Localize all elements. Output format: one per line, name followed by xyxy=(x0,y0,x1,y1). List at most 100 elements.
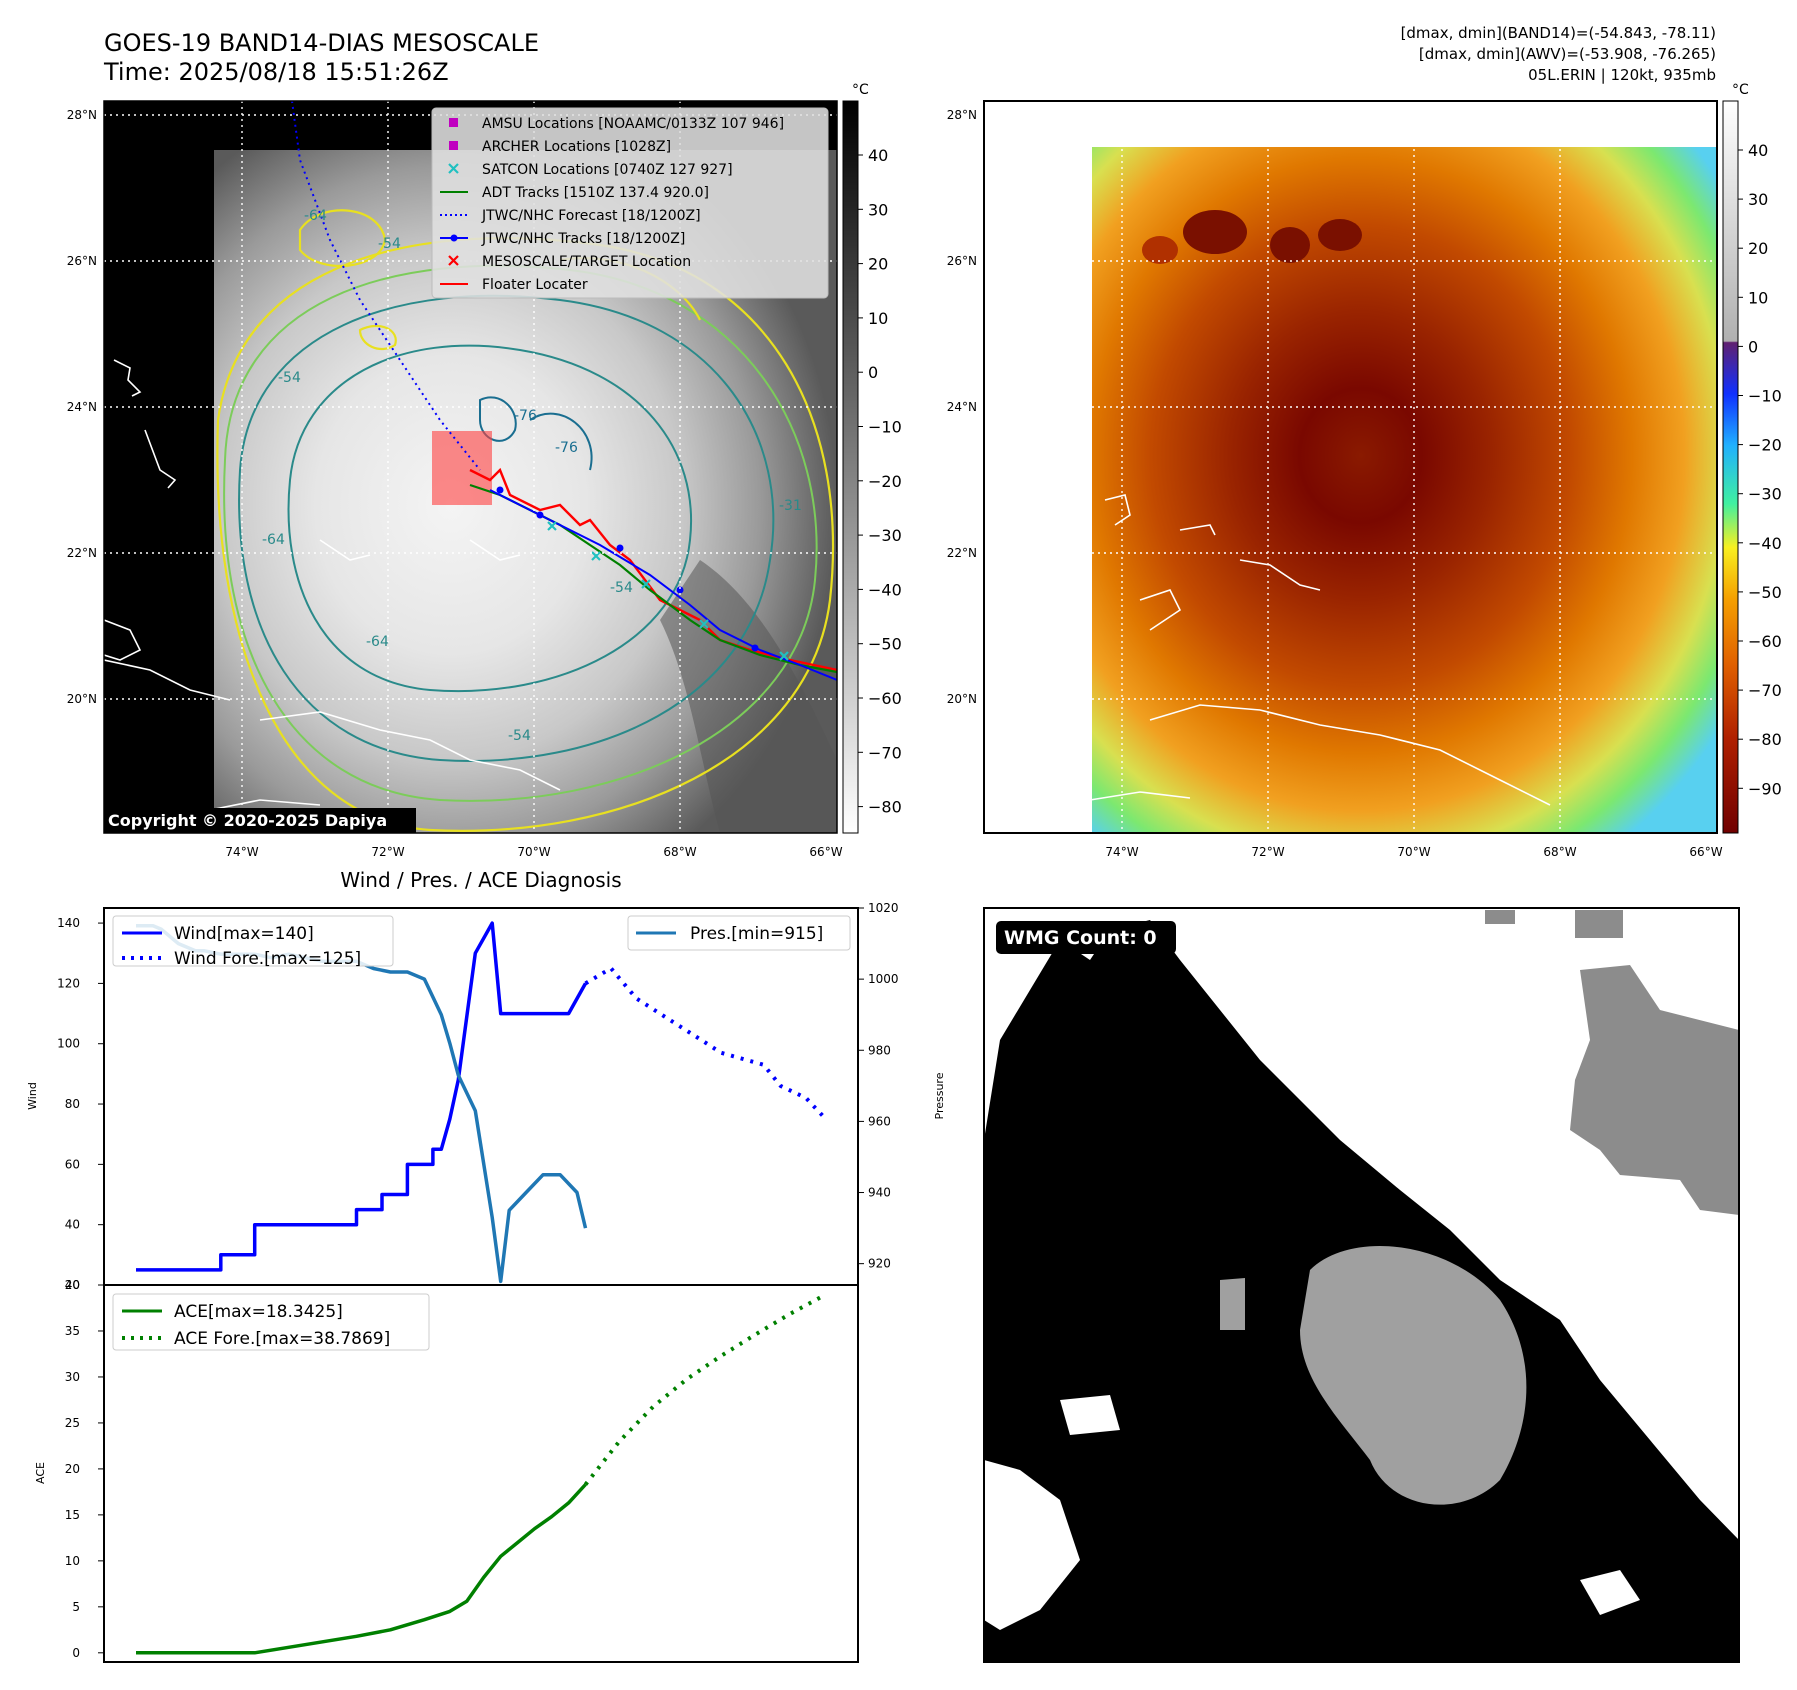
contour-labels: -54 -64 -76 -76 -54 -64 -64 -54 -54 -31 xyxy=(262,208,802,744)
legend-label: ADT Tracks [1510Z 137.4 920.0] xyxy=(482,185,709,201)
colorbar-tick-label: −40 xyxy=(1748,534,1782,553)
colorbar-tick-label: 30 xyxy=(1748,190,1768,209)
y-tick-label: 60 xyxy=(65,1157,80,1171)
lat-label: 26°N xyxy=(67,254,97,268)
ir-color-imagery xyxy=(1092,147,1717,833)
map-legend: AMSU Locations [NOAAMC/0133Z 107 946] ARC… xyxy=(431,107,829,299)
colorbar-tick-label: −20 xyxy=(1748,436,1782,455)
colorbar-tick-label: 0 xyxy=(1748,337,1758,356)
info-line: [dmax, dmin](AWV)=(-53.908, -76.265) xyxy=(1419,45,1716,63)
y-tick-label: 10 xyxy=(65,1554,80,1568)
contour-label: -54 xyxy=(508,728,531,744)
y-tick-label: 35 xyxy=(65,1324,80,1338)
colorbar-tick-label: −10 xyxy=(868,418,902,437)
wmg-gray-region xyxy=(1220,1278,1245,1330)
legend-label: ACE[max=18.3425] xyxy=(174,1302,343,1322)
coastline xyxy=(1139,589,1182,631)
forecast-series-line xyxy=(584,966,825,1118)
contour xyxy=(529,412,593,471)
lat-labels-2: 28°N 26°N 24°N 22°N 20°N xyxy=(947,108,977,706)
ace-legend: ACE[max=18.3425] ACE Fore.[max=38.7869] xyxy=(112,1293,430,1351)
y-tick-label: 20 xyxy=(65,1462,80,1476)
contour-label: -64 xyxy=(304,208,327,224)
colorbar-tick-label: −90 xyxy=(1748,779,1782,798)
y-tick-label: 25 xyxy=(65,1416,80,1430)
coastline xyxy=(104,619,142,661)
lon-label: 70°W xyxy=(517,845,550,859)
map-frame xyxy=(983,100,1718,834)
legend-box xyxy=(112,915,394,967)
colorbar-tick-label: 20 xyxy=(1748,239,1768,258)
contour xyxy=(298,209,387,268)
lat-label: 28°N xyxy=(67,108,97,122)
legend-label: Wind[max=140] xyxy=(174,924,314,944)
map-gridlines xyxy=(984,101,1717,833)
series-line xyxy=(136,1483,587,1655)
y-tick-label: 140 xyxy=(57,916,80,930)
wmg-gray-region xyxy=(1485,910,1515,924)
colorbar-tick-label: −30 xyxy=(1748,485,1782,504)
wmg-clear-region xyxy=(1060,1395,1120,1435)
lon-label: 72°W xyxy=(1251,845,1284,859)
coastline xyxy=(1239,559,1321,591)
wmg-gray-region xyxy=(1570,965,1739,1215)
coastline xyxy=(113,359,142,397)
storm-info: [dmax, dmin](BAND14)=(-54.843, -78.11) [… xyxy=(1401,24,1716,84)
wmg-clear-region xyxy=(1580,1570,1640,1615)
info-line: 05L.ERIN | 120kt, 935mb xyxy=(1528,66,1716,84)
coastline xyxy=(1104,494,1131,526)
colorbar-tick-label: −80 xyxy=(1748,730,1782,749)
coastline xyxy=(259,711,561,791)
wmg-frame xyxy=(983,907,1740,1663)
ace-axis-label: ACE xyxy=(34,1462,47,1484)
pressure-axis-label: Pressure xyxy=(933,1072,946,1119)
wind-axis-label: Wind xyxy=(26,1082,39,1110)
colorbar-tick-label: −20 xyxy=(868,472,902,491)
lon-label: 70°W xyxy=(1397,845,1430,859)
wmg-clear-region xyxy=(984,1460,1080,1630)
colorbar-tick-label: −80 xyxy=(868,798,902,817)
legend-label: ACE Fore.[max=38.7869] xyxy=(174,1329,390,1349)
dot-line-icon xyxy=(440,234,468,242)
lat-label: 24°N xyxy=(947,400,977,414)
lat-label: 22°N xyxy=(947,546,977,560)
wmg-count-badge xyxy=(996,921,1176,954)
map-frame xyxy=(103,100,838,834)
colorbar-tick-label: 40 xyxy=(1748,141,1768,160)
lat-label: 22°N xyxy=(67,546,97,560)
legend-label: Floater Locater xyxy=(482,277,588,293)
contour-label: -64 xyxy=(366,634,389,650)
lon-label: 66°W xyxy=(1689,845,1722,859)
wmg-panel: WMG Count: 0 xyxy=(983,907,1740,1663)
y-tick-label: 30 xyxy=(65,1370,80,1384)
y-tick-label: 5 xyxy=(72,1600,80,1614)
contour-label: -54 xyxy=(378,236,401,252)
colorbar-tick-label: −70 xyxy=(868,743,902,762)
floater-box xyxy=(432,431,492,505)
colorbar-tick-label: 10 xyxy=(868,309,888,328)
panel1-title: GOES-19 BAND14-DIAS MESOSCALE xyxy=(104,29,539,57)
lat-label: 20°N xyxy=(947,692,977,706)
contour-label: -31 xyxy=(779,498,802,514)
copyright-badge xyxy=(104,808,416,833)
contour xyxy=(479,396,517,442)
legend-box xyxy=(112,1293,430,1351)
forecast-series-line xyxy=(583,1294,824,1486)
coastline xyxy=(144,429,177,489)
lon-labels-2: 74°W 72°W 70°W 68°W 66°W xyxy=(1105,845,1722,859)
contour-label: -76 xyxy=(514,408,537,424)
colorbar-tick-label: −40 xyxy=(868,580,902,599)
contour xyxy=(287,344,693,692)
y-tick-label: 100 xyxy=(57,1037,80,1051)
diagnosis-title: Wind / Pres. / ACE Diagnosis xyxy=(340,868,621,892)
colorbar-tick-label: −70 xyxy=(1748,681,1782,700)
contour-label: -54 xyxy=(278,370,301,386)
diagnosis-panel: Wind / Pres. / ACE Diagnosis 20406080100… xyxy=(26,868,946,1663)
legend-label: ARCHER Locations [1028Z] xyxy=(482,139,671,155)
ir-color-panel: [dmax, dmin](BAND14)=(-54.843, -78.11) [… xyxy=(947,24,1782,859)
cold-cloud-tops xyxy=(1142,210,1362,264)
colorbar-tick-label: −30 xyxy=(868,526,902,545)
contour xyxy=(223,264,818,802)
contour-label: -54 xyxy=(610,580,633,596)
colorbar-tick-label: 10 xyxy=(1748,288,1768,307)
